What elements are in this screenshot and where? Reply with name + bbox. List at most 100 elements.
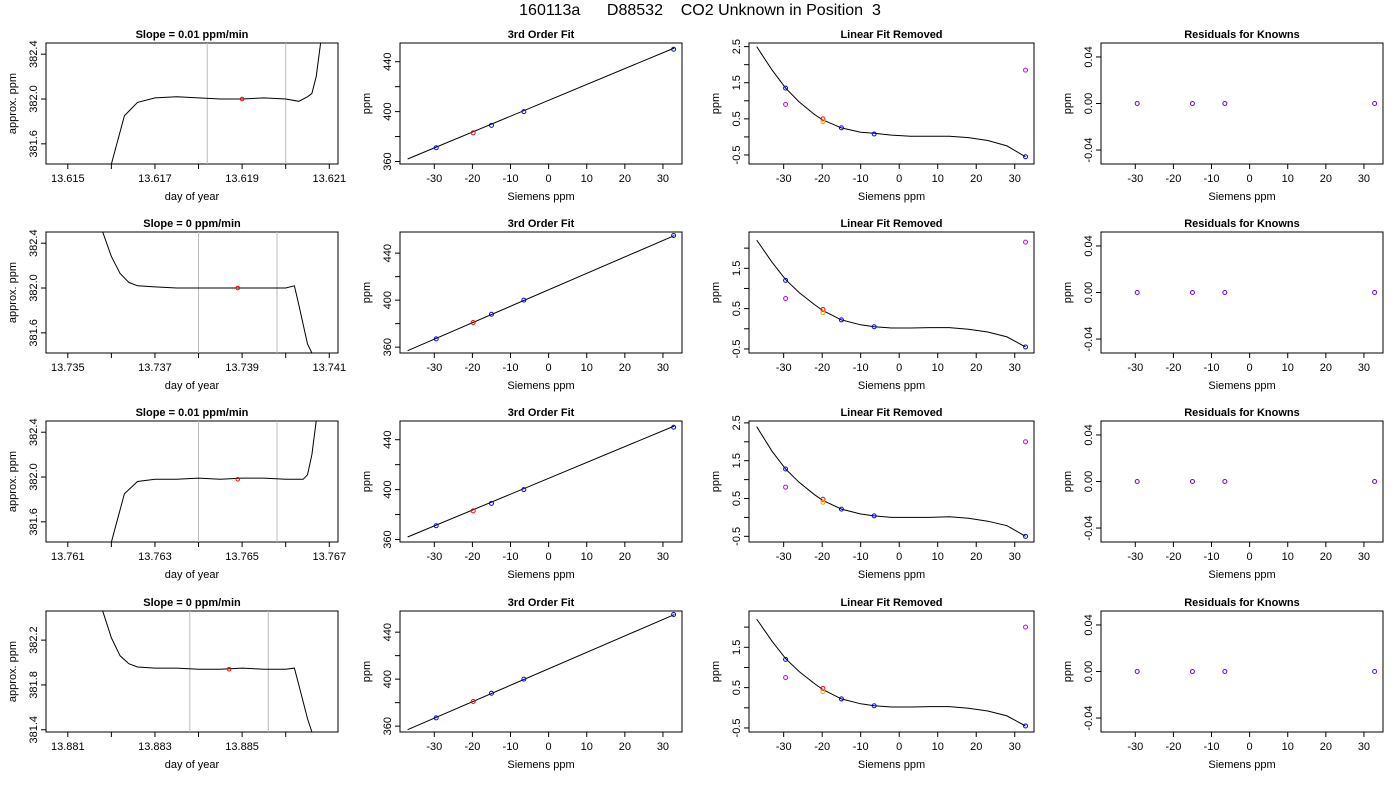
page-title: 160113a D88532 CO2 Unknown in Position 3 — [519, 2, 881, 19]
x-axis-label: Siemens ppm — [1208, 380, 1275, 392]
chart-title: Linear Fit Removed — [840, 218, 942, 230]
y-tick-label: 400 — [382, 291, 394, 309]
chart-panel: Linear Fit Removed -30 -20 -10 0 10 20 30 Siemen… — [710, 407, 1035, 581]
plot-frame — [748, 42, 1035, 165]
x-tick-label: 0 — [1247, 173, 1253, 185]
chart-title: Residuals for Knowns — [1184, 218, 1300, 230]
y-tick-label: 382.0 — [28, 274, 40, 302]
plot-area — [407, 46, 677, 160]
data-point — [470, 319, 476, 325]
data-point — [820, 685, 826, 691]
data-line — [102, 232, 313, 353]
x-tick-label: 13.881 — [51, 741, 85, 753]
plot-area — [110, 421, 317, 542]
chart-title: Residuals for Knowns — [1184, 407, 1300, 419]
x-tick-label: -20 — [464, 741, 480, 753]
y-tick-label: 0.00 — [1083, 282, 1095, 303]
data-point — [820, 119, 826, 125]
plot-area — [756, 239, 1029, 350]
plot-frame — [45, 231, 339, 354]
plot-frame — [45, 610, 339, 733]
x-tick-label: -20 — [464, 362, 480, 374]
chart-title: Slope = 0.01 ppm/min — [136, 407, 249, 419]
x-tick-label: -30 — [426, 362, 442, 374]
y-tick-label: 0.5 — [731, 680, 743, 695]
data-point — [488, 311, 494, 317]
y-axis-label: ppm — [1062, 282, 1074, 303]
x-tick-label: -30 — [1127, 551, 1143, 563]
x-tick-label: 0 — [896, 173, 902, 185]
plot-area — [1134, 101, 1378, 106]
x-tick-label: -10 — [1204, 551, 1220, 563]
x-tick-label: 10 — [1282, 741, 1294, 753]
x-tick-label: 30 — [1009, 173, 1021, 185]
y-tick-label: -0.5 — [731, 718, 743, 737]
y-tick-label: -0.04 — [1083, 137, 1095, 162]
x-tick-label: -10 — [1204, 173, 1220, 185]
x-axis-label: Siemens ppm — [507, 191, 574, 203]
y-tick-label: 360 — [382, 530, 394, 548]
x-tick-label: 10 — [932, 173, 944, 185]
data-point — [820, 310, 826, 316]
data-point — [838, 696, 844, 702]
x-tick-label: -30 — [776, 173, 792, 185]
x-tick-label: -30 — [1127, 362, 1143, 374]
y-axis-label: ppm — [361, 661, 373, 682]
data-point — [1023, 439, 1029, 445]
data-point — [783, 85, 789, 91]
x-tick-label: -20 — [1165, 551, 1181, 563]
y-tick-label: -0.5 — [731, 339, 743, 358]
chart-panel: 3rd Order Fit -30 -20 -10 0 10 20 30 Siemens ppm… — [361, 29, 683, 203]
y-tick-label: 2.5 — [731, 415, 743, 430]
y-tick-label: -0.04 — [1083, 326, 1095, 351]
x-tick-label: -30 — [1127, 741, 1143, 753]
x-tick-label: 20 — [970, 362, 982, 374]
x-axis-label: day of year — [165, 569, 220, 581]
y-axis-label: ppm — [1062, 471, 1074, 492]
y-tick-label: 381.4 — [28, 716, 40, 744]
data-point — [521, 297, 527, 303]
x-tick-label: 20 — [1320, 551, 1332, 563]
chart-title: Residuals for Knowns — [1184, 597, 1300, 609]
chart-panel: Residuals for Knowns -30 -20 -10 0 10 20 30 Siem… — [1062, 218, 1384, 392]
y-tick-label: 360 — [382, 152, 394, 170]
x-tick-label: 20 — [619, 173, 631, 185]
x-tick-label: 13.761 — [51, 551, 85, 563]
x-tick-label: 13.735 — [51, 362, 85, 374]
fit-curve — [756, 618, 1026, 727]
x-tick-label: 30 — [1358, 362, 1370, 374]
y-tick-label: 382.2 — [28, 626, 40, 654]
x-tick-label: 20 — [970, 551, 982, 563]
y-tick-label: 0.5 — [731, 111, 743, 126]
plot-frame — [1100, 42, 1384, 165]
chart-panel: Residuals for Knowns -30 -20 -10 0 10 20 30 Siem… — [1062, 597, 1384, 771]
y-tick-label: 0.00 — [1083, 661, 1095, 682]
data-point — [820, 306, 826, 312]
x-tick-label: -10 — [503, 741, 519, 753]
y-tick-label: 1.5 — [731, 640, 743, 655]
x-tick-label: -10 — [853, 741, 869, 753]
data-point — [1134, 479, 1140, 484]
data-point — [1134, 290, 1140, 295]
data-point — [1023, 154, 1029, 160]
x-axis-label: Siemens ppm — [858, 759, 925, 771]
y-tick-label: 0.5 — [731, 301, 743, 316]
y-axis-label: ppm — [361, 93, 373, 114]
plot-frame — [399, 610, 683, 733]
y-axis-label: ppm — [710, 93, 722, 114]
x-axis-label: day of year — [165, 380, 220, 392]
x-axis-label: Siemens ppm — [1208, 191, 1275, 203]
y-tick-label: 0.04 — [1083, 46, 1095, 67]
x-axis-label: Siemens ppm — [1208, 569, 1275, 581]
data-line — [110, 43, 322, 164]
x-tick-label: 13.615 — [51, 173, 85, 185]
y-axis-label: ppm — [710, 471, 722, 492]
data-point — [838, 506, 844, 512]
data-point — [488, 500, 494, 506]
x-tick-label: 20 — [619, 551, 631, 563]
x-tick-label: -10 — [503, 173, 519, 185]
x-tick-label: -20 — [464, 173, 480, 185]
fit-curve — [756, 426, 1026, 537]
x-tick-label: -20 — [1165, 362, 1181, 374]
x-tick-label: -20 — [1165, 741, 1181, 753]
